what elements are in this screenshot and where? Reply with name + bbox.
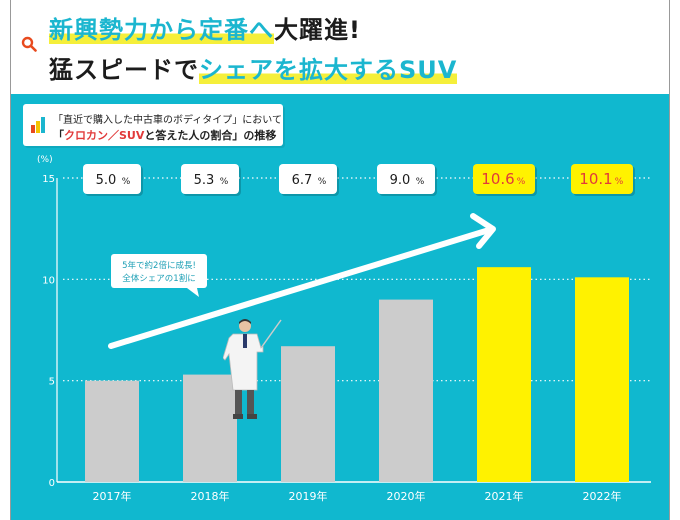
magnifier-icon bbox=[21, 36, 37, 52]
bar-3 bbox=[281, 346, 335, 482]
callout-bubble: 5年で約2倍に成長! 全体シェアの1割に bbox=[111, 254, 207, 297]
header: 新興勢力から定番へ大躍進! 猛スピードでシェアを拡大するSUV bbox=[11, 0, 669, 94]
grid-layer: 0 5 10 15 bbox=[42, 174, 651, 489]
infographic-frame: 新興勢力から定番へ大躍進! 猛スピードでシェアを拡大するSUV 「直近で購入した… bbox=[10, 0, 670, 520]
bar-2 bbox=[183, 374, 237, 482]
bar-chart: 0 5 10 15 2017年 5.0 % 2018年 5.3 % 2019年 6.7 % 2020年 9… bbox=[37, 155, 651, 503]
label-layer: 2017年 5.0 % 2018年 5.3 % 2019年 6.7 % 2020年 9.0 % 2021… bbox=[83, 164, 635, 503]
value-label-box bbox=[83, 164, 141, 194]
y-axis-unit: (%) bbox=[37, 155, 53, 165]
bar-1 bbox=[85, 380, 139, 482]
headline-text-2: 猛スピードで bbox=[49, 56, 199, 84]
value-unit: % bbox=[318, 177, 327, 187]
value-label-box bbox=[181, 164, 239, 194]
value-label-box bbox=[473, 164, 535, 194]
value-label: 9.0 bbox=[390, 173, 411, 188]
headline-line1: 新興勢力から定番へ大躍進! bbox=[49, 10, 361, 45]
y-tick-label: 10 bbox=[42, 275, 55, 286]
y-tick-label: 0 bbox=[49, 478, 55, 489]
subtitle-line2: 「クロカン／SUVと答えた人の割合」の推移 bbox=[53, 127, 276, 143]
value-label: 10.1 bbox=[579, 170, 612, 188]
callout-line1: 5年で約2倍に成長! bbox=[122, 260, 196, 271]
headline-highlight-1: 新興勢力から定番へ bbox=[49, 16, 274, 44]
growth-arrow bbox=[108, 213, 496, 349]
x-tick-label: 2018年 bbox=[191, 489, 230, 503]
subtitle-highlight: クロカン／SUV bbox=[64, 129, 145, 142]
headline-text-1: 大躍進! bbox=[274, 16, 361, 44]
subtitle-line1: 「直近で購入した中古車のボディタイプ」において bbox=[53, 115, 282, 126]
value-unit: % bbox=[615, 177, 624, 187]
value-unit: % bbox=[220, 177, 229, 187]
x-tick-label: 2020年 bbox=[387, 489, 426, 503]
bar-layer bbox=[85, 267, 629, 482]
bar-5 bbox=[477, 267, 531, 482]
chart-subtitle-box: 「直近で購入した中古車のボディタイプ」において 「クロカン／SUVと答えた人の割… bbox=[23, 104, 283, 146]
bar-6 bbox=[575, 277, 629, 482]
value-label-box bbox=[377, 164, 435, 194]
presenter-figure bbox=[223, 319, 282, 419]
callout-line2: 全体シェアの1割に bbox=[122, 273, 195, 284]
x-tick-label: 2022年 bbox=[583, 489, 622, 503]
headline-line2: 猛スピードでシェアを拡大するSUV bbox=[49, 50, 458, 85]
value-unit: % bbox=[416, 177, 425, 187]
bar-chart-icon bbox=[31, 117, 45, 133]
y-tick-label: 15 bbox=[42, 174, 55, 185]
value-label: 5.0 bbox=[96, 173, 117, 188]
x-tick-label: 2019年 bbox=[289, 489, 328, 503]
x-tick-label: 2017年 bbox=[93, 489, 132, 503]
subtitle-rest: と答えた人の割合」の推移 bbox=[144, 129, 277, 142]
value-label-box bbox=[279, 164, 337, 194]
headline-highlight-2: シェアを拡大するSUV bbox=[199, 56, 458, 84]
value-unit: % bbox=[517, 177, 526, 187]
value-unit: % bbox=[122, 177, 131, 187]
value-label: 5.3 bbox=[194, 173, 215, 188]
value-label: 10.6 bbox=[481, 170, 514, 188]
value-label-box bbox=[571, 164, 633, 194]
x-tick-label: 2021年 bbox=[485, 489, 524, 503]
value-label: 6.7 bbox=[292, 173, 313, 188]
bar-4 bbox=[379, 299, 433, 482]
subtitle-open-quote: 「 bbox=[53, 129, 64, 142]
y-tick-label: 5 bbox=[49, 377, 55, 388]
